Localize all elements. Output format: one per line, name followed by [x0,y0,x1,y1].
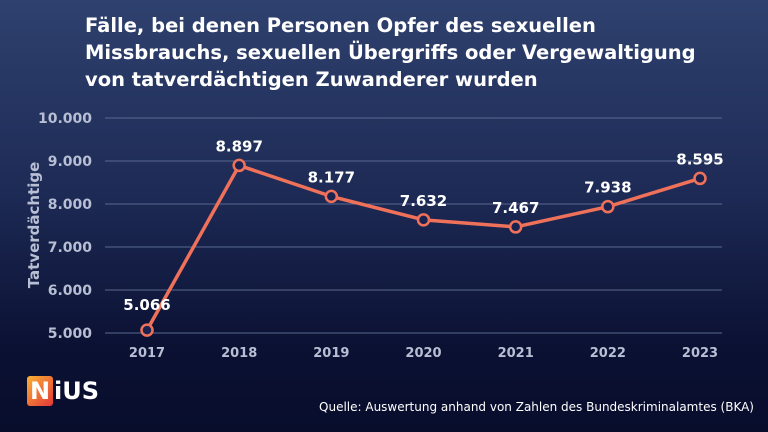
data-label: 7.632 [400,192,447,210]
data-label: 7.467 [492,199,539,217]
title-line: von tatverdächtigen Zuwanderer wurden [85,68,538,91]
data-label: 8.177 [308,168,355,186]
data-point [601,199,615,214]
y-axis-label: Tatverdächtige [25,162,43,289]
x-tick-label: 2021 [498,346,534,361]
x-tick-label: 2018 [221,346,257,361]
x-tick-label: 2017 [129,346,165,361]
title-line: Missbrauchs, sexuellen Übergriffs oder V… [85,41,696,64]
data-point [416,213,431,227]
x-tick-label: 2020 [405,346,441,361]
data-label: 7.938 [584,179,631,197]
data-label: 8.595 [676,150,723,168]
y-tick-label: 8.000 [48,197,93,213]
data-point [693,171,707,186]
nius-logo: N iUS [27,376,99,406]
data-point [140,323,154,337]
x-tick-label: 2022 [590,346,626,361]
data-point [508,220,523,234]
x-tick-label: 2023 [682,346,718,361]
source-note: Quelle: Auswertung anhand von Zahlen des… [319,400,754,414]
x-tick-label: 2019 [313,346,349,361]
title-line: Fälle, bei denen Personen Opfer des sexu… [85,14,596,37]
y-tick-label: 6.000 [48,283,93,299]
data-point [324,189,339,204]
y-tick-label: 10.000 [38,111,92,127]
data-point [232,158,246,173]
chart-title: Fälle, bei denen Personen Opfer des sexu… [85,12,725,93]
y-tick-label: 9.000 [48,154,93,170]
y-tick-label: 5.000 [48,326,93,342]
data-label: 8.897 [215,137,262,155]
data-label: 5.066 [123,296,170,314]
logo-mark: N [27,376,53,406]
y-tick-label: 7.000 [48,240,93,256]
logo-text: iUS [54,377,99,405]
